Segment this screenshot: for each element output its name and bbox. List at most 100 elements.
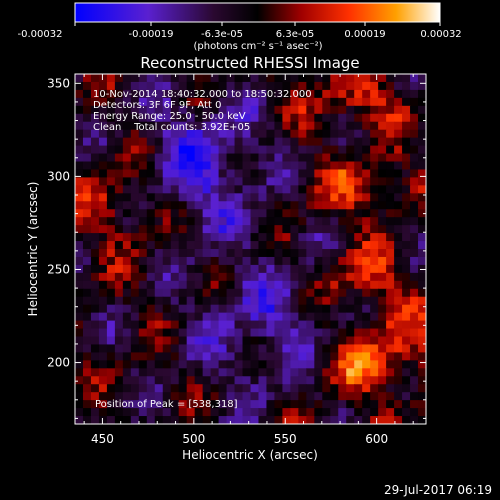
heatmap-cell xyxy=(106,416,116,424)
heatmap-cell xyxy=(82,352,92,361)
heatmap-cell xyxy=(162,392,172,401)
heatmap-cell xyxy=(258,256,268,266)
heatmap-cell xyxy=(154,185,164,194)
heatmap-cell xyxy=(138,400,148,409)
heatmap-cell xyxy=(330,376,339,385)
heatmap-cell xyxy=(226,280,236,290)
heatmap-cell xyxy=(242,241,252,250)
heatmap-cell xyxy=(242,280,252,290)
heatmap-cell xyxy=(298,280,307,290)
heatmap-cell xyxy=(402,137,411,147)
heatmap-cell xyxy=(178,304,188,314)
heatmap-cell xyxy=(314,312,323,322)
heatmap-cell xyxy=(290,137,299,147)
heatmap-cell xyxy=(218,344,228,354)
heatmap-cell xyxy=(306,368,315,377)
heatmap-cell xyxy=(162,137,172,147)
heatmap-cell xyxy=(75,161,84,171)
heatmap-cell xyxy=(418,368,426,377)
heatmap-cell xyxy=(298,288,307,298)
heatmap-cell xyxy=(330,352,339,361)
heatmap-cell xyxy=(266,113,276,123)
heatmap-cell xyxy=(354,352,363,361)
heatmap-cell xyxy=(98,209,108,218)
heatmap-cell xyxy=(354,304,363,314)
heatmap-cell xyxy=(306,249,315,258)
heatmap-cell xyxy=(402,344,411,354)
heatmap-cell xyxy=(106,129,116,139)
heatmap-cell xyxy=(154,384,164,393)
heatmap-cell xyxy=(322,113,331,123)
heatmap-cell xyxy=(234,320,244,330)
chart-title: Reconstructed RHESSI Image xyxy=(140,54,359,72)
heatmap-cell xyxy=(370,121,379,131)
heatmap-cell xyxy=(306,209,315,218)
heatmap-cell xyxy=(354,209,363,218)
heatmap-cell xyxy=(274,81,284,91)
heatmap-cell xyxy=(106,264,116,274)
heatmap-cell xyxy=(274,416,284,424)
heatmap-cell xyxy=(338,137,347,147)
heatmap-cell xyxy=(282,137,291,147)
heatmap-cell xyxy=(338,209,347,218)
heatmap-cell xyxy=(346,368,355,377)
heatmap-cell xyxy=(306,105,315,115)
heatmap-cell xyxy=(146,81,156,91)
heatmap-cell xyxy=(346,169,355,179)
heatmap-cell xyxy=(250,201,260,210)
heatmap-cell xyxy=(298,97,307,107)
heatmap-cell xyxy=(394,121,403,131)
heatmap-cell xyxy=(402,193,411,202)
heatmap-cell xyxy=(290,201,299,210)
heatmap-cell xyxy=(242,105,252,115)
heatmap-cell xyxy=(106,177,116,186)
heatmap-cell xyxy=(250,161,260,171)
heatmap-cell xyxy=(242,249,252,258)
heatmap-cell xyxy=(410,320,419,330)
heatmap-cell xyxy=(338,408,347,417)
heatmap-cell xyxy=(75,416,84,424)
heatmap-cell xyxy=(226,137,236,147)
heatmap-cell xyxy=(370,97,379,107)
heatmap-cell xyxy=(290,209,299,218)
heatmap-cell xyxy=(234,256,244,266)
heatmap-cell xyxy=(330,201,339,210)
heatmap-cell xyxy=(210,336,220,346)
heatmap-cell xyxy=(394,201,403,210)
heatmap-cell xyxy=(138,280,148,290)
heatmap-cell xyxy=(274,264,284,274)
heatmap-cell xyxy=(282,272,291,282)
colorbar-ticks: -0.00032 -0.00019 -6.3e-05 6.3e-05 0.00019 0.… xyxy=(18,22,462,40)
heatmap-cell xyxy=(298,328,307,338)
heatmap-cell xyxy=(178,264,188,274)
heatmap-cell xyxy=(106,185,116,194)
heatmap-cell xyxy=(290,304,299,314)
heatmap-cell xyxy=(226,217,236,226)
heatmap-cell xyxy=(410,400,419,409)
heatmap-cell xyxy=(178,328,188,338)
heatmap-cell xyxy=(394,105,403,115)
heatmap-cell xyxy=(242,264,252,274)
heatmap-cell xyxy=(418,105,426,115)
heatmap-cell xyxy=(210,145,220,155)
heatmap-cell xyxy=(370,185,379,194)
heatmap-cell xyxy=(210,161,220,171)
heatmap-cell xyxy=(258,272,268,282)
heatmap-cell xyxy=(338,89,347,99)
heatmap-cell xyxy=(162,169,172,179)
heatmap-cell xyxy=(162,193,172,202)
heatmap-cell xyxy=(98,145,108,155)
heatmap-cell xyxy=(266,352,276,361)
heatmap-cell xyxy=(354,408,363,417)
heatmap-cell xyxy=(226,360,236,369)
heatmap-cell xyxy=(282,129,291,139)
heatmap-cell xyxy=(274,97,284,107)
annotation-energy-range: Energy Range: 25.0 - 50.0 keV xyxy=(93,111,246,122)
heatmap-cell xyxy=(82,185,92,194)
heatmap-cell xyxy=(370,249,379,258)
heatmap-cell xyxy=(90,161,100,171)
heatmap-cell xyxy=(410,352,419,361)
heatmap-cell xyxy=(266,392,276,401)
heatmap-cell xyxy=(130,121,140,131)
heatmap-cell xyxy=(322,280,331,290)
